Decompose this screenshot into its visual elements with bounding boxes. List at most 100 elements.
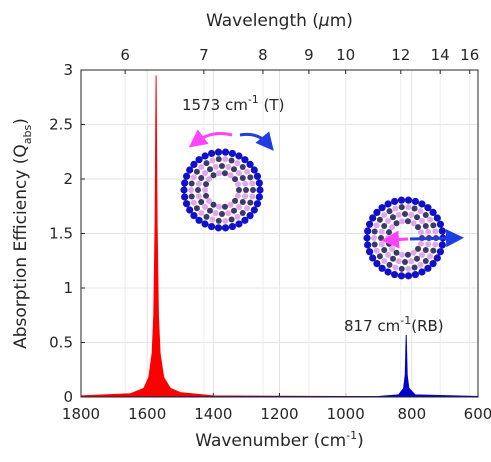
atom [422,247,429,253]
y-tick-label: 3 [63,61,73,79]
atom [417,240,424,247]
atom [384,268,392,276]
atom [207,166,213,173]
atom [198,210,205,217]
arrow [188,129,233,148]
atom [250,206,258,214]
atom [243,187,249,193]
atom [386,208,393,215]
arrow [239,131,274,151]
atom [214,148,223,156]
atom [404,218,411,225]
atom [411,197,419,206]
atom [414,214,420,221]
atom [228,216,235,223]
atom [410,220,417,227]
atom [438,241,446,249]
atom [219,211,225,217]
y-tick-label: 2 [63,170,73,188]
atom [210,172,217,179]
atom [250,166,258,174]
atom [209,216,216,223]
atom [201,220,209,228]
atom [225,163,232,170]
atom [391,197,399,206]
atom [390,255,396,262]
atom [190,174,197,181]
atom [398,265,405,272]
atom [433,254,441,262]
atom [201,152,209,160]
atom [203,181,210,188]
atom [205,197,212,204]
atom [234,160,241,167]
annotation-part: -1 [400,314,411,327]
atom [378,235,384,241]
atom [430,247,437,254]
atom [404,196,413,204]
atom [239,175,246,181]
atom [222,156,229,163]
y-tick-label: 0.5 [49,334,73,352]
atom [369,254,377,262]
atom [193,205,200,212]
arrow [409,229,464,248]
atom [429,260,437,268]
arrow [381,230,409,249]
atom [195,187,201,193]
atom [436,248,445,256]
atom [388,245,395,252]
atom [181,179,189,187]
atom [253,200,262,208]
atom [411,270,419,279]
atom [234,192,241,199]
y-tick-label: 1.5 [49,225,73,243]
atom [392,205,399,212]
atom [433,214,441,222]
atom [384,200,392,208]
atom [228,157,235,164]
atom [371,241,378,248]
atom [246,212,254,220]
atom [188,180,195,187]
y-tick-label: 2.5 [49,116,73,134]
atom [373,247,380,254]
atom [365,220,374,228]
atom [202,203,209,210]
atom [198,175,205,181]
x-axis-title-part: Wavenumber (cm [195,431,346,451]
atom [193,168,200,175]
atom [234,181,241,188]
atom [381,247,388,253]
atom [255,179,263,187]
x-axis-title-part: ) [357,431,364,451]
atom [386,261,393,268]
atom [195,216,203,224]
atom [242,180,249,187]
atom [425,241,432,248]
atom [208,222,216,231]
atom [404,272,413,280]
atom [227,172,234,179]
atom [209,157,216,164]
atom [381,223,388,229]
atom [385,251,392,258]
atom [203,192,210,199]
y-axis-title-part: abs [21,124,34,144]
atom [418,251,425,258]
atom [378,241,385,248]
x2-tick-label: 10 [336,46,355,64]
top-axis-title-part: Wavelength ( [206,11,319,31]
annotation: 817 cm-1(RB) [344,314,444,335]
atom [399,251,406,258]
atom [369,214,377,222]
atom [190,212,198,220]
x-tick-label: 1200 [260,405,298,423]
atom [236,187,242,193]
atom [371,235,377,241]
atom [411,264,418,271]
atom [182,200,191,208]
atom [381,211,388,218]
atom [180,186,188,194]
atom [430,222,437,229]
